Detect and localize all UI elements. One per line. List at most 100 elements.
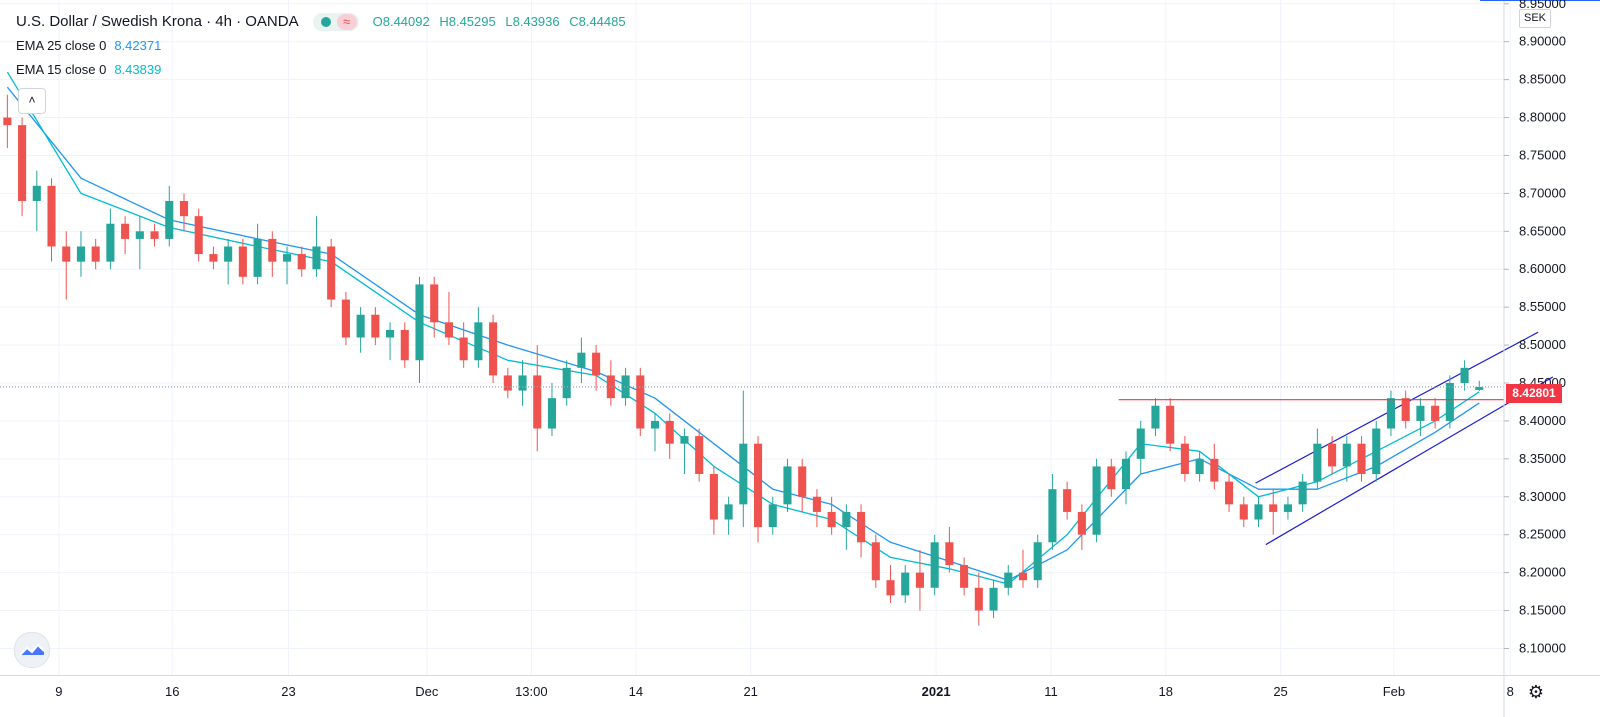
candle-body: [783, 466, 792, 505]
candle: [1063, 481, 1072, 520]
candle: [606, 360, 615, 406]
candles: [3, 94, 1484, 626]
chevron-up-icon[interactable]: ˄: [18, 88, 46, 114]
price-tick-label: 8.55000: [1519, 299, 1566, 314]
candle-body: [224, 246, 233, 262]
candle: [842, 504, 851, 550]
price-tick-label: 8.65000: [1519, 223, 1566, 238]
candle-body: [1431, 405, 1440, 421]
candle: [1431, 398, 1440, 429]
candle-body: [1239, 504, 1248, 520]
status-pill[interactable]: ≈: [312, 13, 359, 31]
candle: [253, 223, 262, 285]
currency-badge[interactable]: SEK: [1519, 9, 1551, 28]
candle: [327, 238, 336, 308]
candle-body: [297, 254, 306, 270]
candle: [1004, 565, 1013, 596]
candle-body: [268, 238, 277, 262]
price-tick-label: 8.90000: [1519, 34, 1566, 49]
candle: [989, 580, 998, 619]
candle: [547, 383, 557, 437]
candle: [1092, 458, 1101, 543]
ohlc-values: O8.44092 H8.45295 L8.43936 C8.44485: [373, 11, 632, 33]
candle: [798, 458, 807, 512]
candle-body: [1416, 405, 1425, 421]
candle-body: [32, 185, 41, 201]
candle-body: [1445, 383, 1454, 421]
grid-lines: [0, 0, 1511, 675]
candle: [592, 345, 601, 391]
time-tick-label: 9: [55, 684, 62, 699]
price-tick-label: 8.85000: [1519, 72, 1566, 87]
trend-channel: [1255, 331, 1554, 546]
candle: [282, 246, 292, 285]
candle: [695, 428, 704, 482]
candle: [121, 216, 130, 255]
candle: [562, 360, 571, 406]
price-lines: [0, 386, 1504, 401]
wave-icon[interactable]: ≈: [336, 14, 357, 30]
candle: [135, 216, 144, 270]
candle-body: [503, 375, 512, 391]
indicator-row-ema15[interactable]: EMA 15 close 0 8.43839: [16, 58, 632, 82]
candle-body: [282, 254, 292, 262]
time-tick-label: 13:00: [515, 684, 548, 699]
time-tick-label: Dec: [415, 684, 439, 699]
symbol-row: U.S. Dollar / Swedish Krona · 4h · OANDA…: [16, 10, 632, 34]
symbol-title[interactable]: U.S. Dollar / Swedish Krona · 4h · OANDA: [16, 13, 299, 30]
candle-body: [915, 572, 924, 588]
candle-body: [341, 299, 350, 338]
candle-body: [945, 542, 954, 566]
candle: [1357, 436, 1366, 482]
candle: [1328, 436, 1337, 475]
candle: [1254, 496, 1263, 528]
time-tick-label: 14: [629, 684, 643, 699]
candle: [1136, 420, 1145, 475]
price-tick-label: 8.95000: [1519, 0, 1566, 11]
price-tick-label: 8.35000: [1519, 451, 1566, 466]
candle-body: [1136, 428, 1145, 459]
candle-body: [650, 420, 660, 429]
candle-body: [606, 375, 615, 399]
candle: [518, 360, 527, 406]
time-tick-label: 21: [743, 684, 757, 699]
candle: [915, 549, 924, 611]
candle-body: [91, 246, 100, 262]
candle: [356, 307, 365, 353]
candle: [621, 367, 630, 406]
indicator-label-ema25: EMA 25 close 0: [16, 38, 107, 53]
candle-body: [518, 375, 527, 391]
candle: [1195, 451, 1204, 482]
candle-body: [386, 329, 395, 338]
candle-body: [253, 238, 262, 277]
candle: [106, 208, 115, 270]
indicator-row-ema25[interactable]: EMA 25 close 0 8.42371: [16, 34, 632, 58]
gear-icon[interactable]: ⚙: [1527, 682, 1545, 702]
candle: [783, 458, 792, 512]
candle: [945, 527, 954, 573]
candle: [47, 178, 56, 262]
candle-body: [1107, 466, 1116, 490]
price-tick-label: 8.40000: [1519, 413, 1566, 428]
candle-body: [209, 254, 218, 262]
candle-body: [312, 246, 321, 270]
candle-body: [1195, 458, 1204, 475]
candle-body: [459, 337, 468, 361]
candle-body: [1460, 367, 1469, 384]
tradingview-logo-icon[interactable]: [14, 632, 50, 668]
candle: [1239, 496, 1248, 528]
candle-body: [1328, 443, 1337, 467]
candle: [341, 291, 350, 346]
time-tick-label: Feb: [1383, 684, 1405, 699]
candle: [1298, 474, 1307, 512]
price-axis[interactable]: 8.95000 8.90000 8.85000 8.80000 8.75000 8.700…: [1480, 0, 1600, 717]
candle-body: [474, 322, 483, 361]
ohlc-low: L8.43936: [505, 14, 560, 29]
time-axis[interactable]: 9 16 23 Dec 13:00 14 21 2021 11 18 25 Feb 8: [0, 675, 1600, 700]
candle: [1445, 375, 1454, 429]
candle-body: [695, 436, 704, 475]
candle: [459, 322, 468, 368]
candle-body: [636, 375, 645, 429]
candle: [857, 504, 866, 558]
